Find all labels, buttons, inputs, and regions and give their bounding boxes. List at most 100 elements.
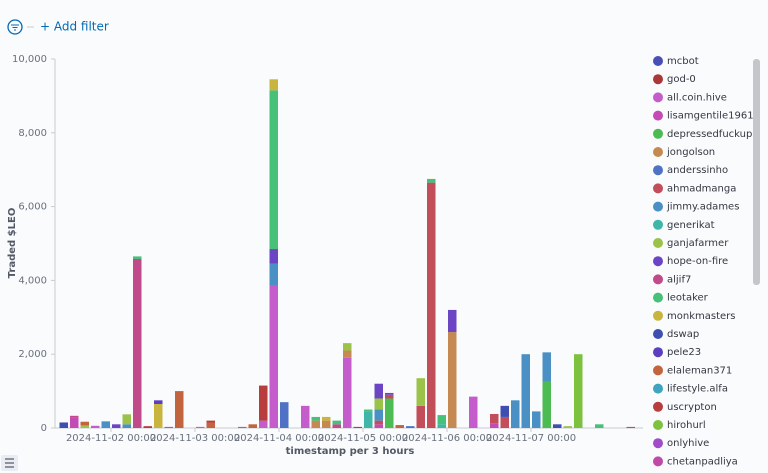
- bar-segment[interactable]: [374, 420, 384, 425]
- bar-segment[interactable]: [385, 398, 394, 428]
- bar-segment[interactable]: [269, 285, 279, 428]
- legend-label[interactable]: hope-on-fire: [667, 256, 728, 267]
- bar-segment[interactable]: [206, 422, 216, 428]
- bar-segment[interactable]: [133, 258, 142, 428]
- legend-label[interactable]: ahmadmanga: [667, 183, 736, 194]
- legend-swatch[interactable]: [653, 347, 663, 358]
- bar-segment[interactable]: [311, 420, 321, 428]
- legend-scrollbar[interactable]: [753, 59, 760, 285]
- bar-segment[interactable]: [101, 421, 111, 428]
- legend-swatch[interactable]: [653, 438, 663, 449]
- legend-label[interactable]: generikat: [667, 220, 715, 231]
- bar-segment[interactable]: [80, 425, 90, 428]
- legend-swatch[interactable]: [653, 256, 663, 267]
- legend-swatch[interactable]: [653, 201, 663, 212]
- bar-segment[interactable]: [343, 343, 352, 351]
- legend-swatch[interactable]: [653, 383, 663, 394]
- legend-label[interactable]: monkmasters: [667, 311, 735, 322]
- legend-toggle[interactable]: [1, 455, 18, 471]
- legend-label[interactable]: pele23: [667, 347, 701, 358]
- bar-segment[interactable]: [311, 416, 321, 421]
- bar-segment[interactable]: [259, 420, 268, 428]
- legend-label[interactable]: lifestyle.alfa: [667, 384, 728, 395]
- bar-segment[interactable]: [322, 420, 331, 428]
- legend-swatch[interactable]: [653, 292, 663, 303]
- legend-swatch[interactable]: [653, 219, 663, 230]
- legend-label[interactable]: elaleman371: [667, 365, 732, 376]
- bar-segment[interactable]: [511, 400, 520, 428]
- legend-label[interactable]: hirohurl: [667, 420, 706, 431]
- bar-segment[interactable]: [70, 415, 79, 418]
- bar-segment[interactable]: [238, 426, 247, 428]
- bar-segment[interactable]: [269, 90, 279, 250]
- legend-swatch[interactable]: [653, 110, 663, 121]
- legend-label[interactable]: anderssinho: [667, 165, 728, 176]
- bar-segment[interactable]: [532, 411, 541, 428]
- bar-segment[interactable]: [574, 354, 583, 428]
- bar-segment[interactable]: [322, 416, 331, 421]
- bar-segment[interactable]: [500, 405, 510, 417]
- bar-segment[interactable]: [553, 424, 562, 428]
- bar-segment[interactable]: [406, 426, 415, 428]
- bar-segment[interactable]: [332, 424, 342, 428]
- bar-segment[interactable]: [143, 426, 153, 428]
- legend-swatch[interactable]: [653, 183, 663, 194]
- bar-segment[interactable]: [437, 424, 447, 428]
- bar-segment[interactable]: [469, 396, 478, 428]
- bar-segment[interactable]: [196, 426, 205, 428]
- legend-swatch[interactable]: [653, 365, 663, 376]
- bar-segment[interactable]: [70, 417, 79, 428]
- legend-swatch[interactable]: [653, 92, 663, 103]
- bar-segment[interactable]: [500, 416, 510, 428]
- legend-label[interactable]: uscrypton: [667, 402, 717, 413]
- legend-swatch[interactable]: [653, 310, 663, 321]
- bar-segment[interactable]: [112, 424, 121, 428]
- bar-segment[interactable]: [206, 420, 216, 423]
- legend-label[interactable]: lisamgentile1961: [667, 111, 754, 122]
- bar-segment[interactable]: [626, 426, 636, 428]
- bar-segment[interactable]: [164, 426, 174, 428]
- legend-swatch[interactable]: [653, 420, 663, 430]
- bar-segment[interactable]: [154, 400, 163, 405]
- legend-swatch[interactable]: [653, 128, 663, 139]
- bar-segment[interactable]: [175, 391, 184, 428]
- bar-segment[interactable]: [490, 423, 499, 428]
- legend-swatch[interactable]: [653, 74, 663, 85]
- bar-segment[interactable]: [364, 411, 373, 428]
- bar-segment[interactable]: [122, 424, 132, 428]
- bar-segment[interactable]: [416, 378, 426, 406]
- filter-icon[interactable]: [7, 19, 23, 35]
- bar-segment[interactable]: [521, 354, 531, 428]
- bar-segment[interactable]: [416, 405, 426, 428]
- bar-segment[interactable]: [595, 424, 604, 428]
- bar-segment[interactable]: [80, 421, 90, 426]
- legend-swatch[interactable]: [653, 456, 663, 467]
- bar-segment[interactable]: [269, 249, 279, 264]
- bar-segment[interactable]: [259, 385, 268, 421]
- bar-segment[interactable]: [343, 357, 352, 428]
- legend-label[interactable]: aljif7: [667, 274, 691, 285]
- legend-swatch[interactable]: [653, 165, 663, 176]
- legend-label[interactable]: depressedfuckup: [667, 129, 752, 140]
- legend-swatch[interactable]: [653, 238, 663, 248]
- bar-segment[interactable]: [122, 414, 132, 425]
- bar-segment[interactable]: [353, 426, 363, 428]
- legend-swatch[interactable]: [653, 147, 663, 157]
- bar-segment[interactable]: [448, 332, 457, 428]
- bar-segment[interactable]: [343, 350, 352, 358]
- bar-segment[interactable]: [269, 79, 279, 91]
- legend-label[interactable]: jongolson: [666, 147, 715, 158]
- bar-segment[interactable]: [374, 398, 384, 410]
- bar-segment[interactable]: [395, 425, 405, 428]
- legend-swatch[interactable]: [653, 274, 663, 285]
- bar-segment[interactable]: [248, 424, 258, 428]
- bar-segment[interactable]: [280, 402, 289, 428]
- legend-label[interactable]: dswap: [667, 329, 699, 340]
- bar-segment[interactable]: [542, 381, 552, 428]
- legend-swatch[interactable]: [653, 401, 663, 412]
- bar-segment[interactable]: [563, 426, 573, 428]
- bar-segment[interactable]: [427, 178, 436, 183]
- bar-segment[interactable]: [490, 413, 499, 424]
- bar-segment[interactable]: [91, 425, 100, 428]
- bar-segment[interactable]: [301, 405, 310, 428]
